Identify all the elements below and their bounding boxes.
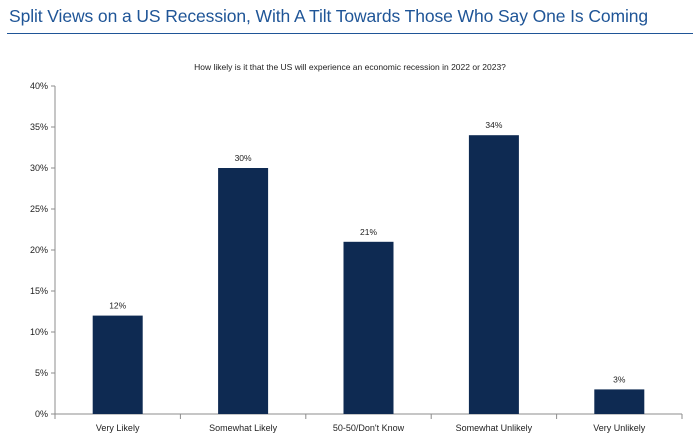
x-tick-label: Somewhat Likely: [209, 423, 278, 433]
x-tick-label: 50-50/Don't Know: [333, 423, 405, 433]
x-tick-label: Very Likely: [96, 423, 140, 433]
data-label: 3%: [613, 374, 626, 384]
y-tick-label: 10%: [30, 327, 48, 337]
data-label: 12%: [109, 301, 126, 311]
page-title: Split Views on a US Recession, With A Ti…: [9, 6, 649, 26]
bar: [468, 135, 519, 414]
bar: [92, 315, 143, 414]
y-tick-label: 25%: [30, 204, 48, 214]
x-tick-label: Very Unlikely: [593, 423, 646, 433]
y-tick-label: 15%: [30, 286, 48, 296]
data-label: 21%: [360, 227, 377, 237]
bar: [594, 389, 645, 414]
x-tick-label: Somewhat Unlikely: [456, 423, 533, 433]
y-tick-label: 5%: [35, 368, 48, 378]
y-axis: 0% 5% 10% 15% 20% 25% 30% 35% 40%: [30, 81, 56, 419]
y-tick-label: 35%: [30, 122, 48, 132]
y-tick-label: 40%: [30, 81, 48, 91]
bar: [343, 241, 394, 414]
bar: [218, 168, 269, 414]
title-divider: [7, 33, 693, 34]
chart-title: How likely is it that the US will experi…: [194, 62, 506, 72]
data-label: 34%: [485, 120, 502, 130]
bars: 12% 30% 21% 34% 3%: [92, 120, 645, 414]
y-tick-label: 0%: [35, 409, 48, 419]
x-axis: Very Likely Somewhat Likely 50-50/Don't Kn…: [54, 413, 683, 433]
y-tick-label: 20%: [30, 245, 48, 255]
y-tick-label: 30%: [30, 163, 48, 173]
data-label: 30%: [235, 153, 252, 163]
